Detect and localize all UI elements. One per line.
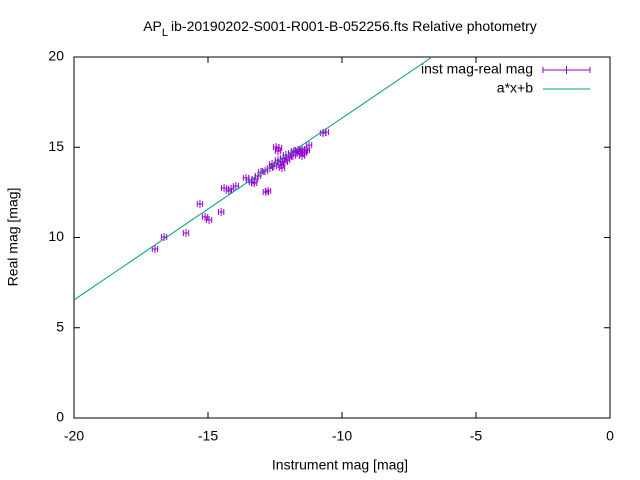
fit-line [73,56,433,301]
error-bar-point [160,232,168,241]
error-bar-point [281,158,289,167]
error-bar-point [227,184,235,193]
title-part: L [162,27,168,39]
error-bar-point [277,160,285,169]
x-axis-label: Instrument mag [mag] [272,457,408,473]
error-bar-point [322,128,330,137]
error-bar-point [303,145,311,154]
x-tick-label: -10 [332,428,352,444]
legend-label: a*x+b [497,80,533,96]
legend-swatch [542,66,591,74]
error-bar-point [151,245,159,254]
error-bar-point [275,143,283,152]
y-tick-label: 0 [56,409,64,425]
error-bar-point [274,156,282,165]
error-bar-point [232,182,240,191]
error-bar-point [261,167,269,176]
error-bar-point [257,167,265,176]
error-bar-point [225,186,233,195]
error-bar-point [283,156,291,165]
error-bar-point [196,199,204,208]
error-bar-point [292,147,300,156]
error-bar-point [205,215,213,224]
title-part: AP [143,18,162,34]
y-tick-label: 5 [56,318,64,334]
error-bar-point [250,178,258,187]
error-bar-point [285,152,293,161]
error-bar-point [264,186,272,195]
y-axis-label: Real mag [mag] [5,188,21,287]
error-bar-point [217,208,225,217]
error-bar-point [278,164,286,173]
x-tick-label: 0 [606,428,614,444]
error-bar-point [268,160,276,169]
error-bar-point [254,171,262,180]
y-tick-label: 20 [48,48,64,64]
error-bar-point [300,149,308,158]
error-bar-point [248,178,256,187]
error-bar-point [220,184,228,193]
title-part: ib-20190202-S001-R001-B-052256.fts Relat… [171,18,537,34]
error-bar-point [262,188,270,197]
error-bar-point [274,147,282,156]
x-tick-label: -15 [198,428,218,444]
legend-label: inst mag-real mag [421,61,533,77]
error-bar-point [298,151,306,160]
error-bar-point [305,141,313,150]
y-tick-label: 15 [48,138,64,154]
error-bar-point [289,151,297,160]
error-bar-point [266,164,274,173]
chart-title: APL ib-20190202-S001-R001-B-052256.fts Re… [143,18,537,39]
y-tick-label: 10 [48,228,64,244]
error-bar-point [296,149,304,158]
x-tick-label: -20 [64,428,84,444]
error-bar-point [201,212,209,221]
plot-frame [73,56,611,419]
error-bar-point [301,147,309,156]
error-bar-point [182,228,190,237]
x-tick-label: -5 [470,428,483,444]
